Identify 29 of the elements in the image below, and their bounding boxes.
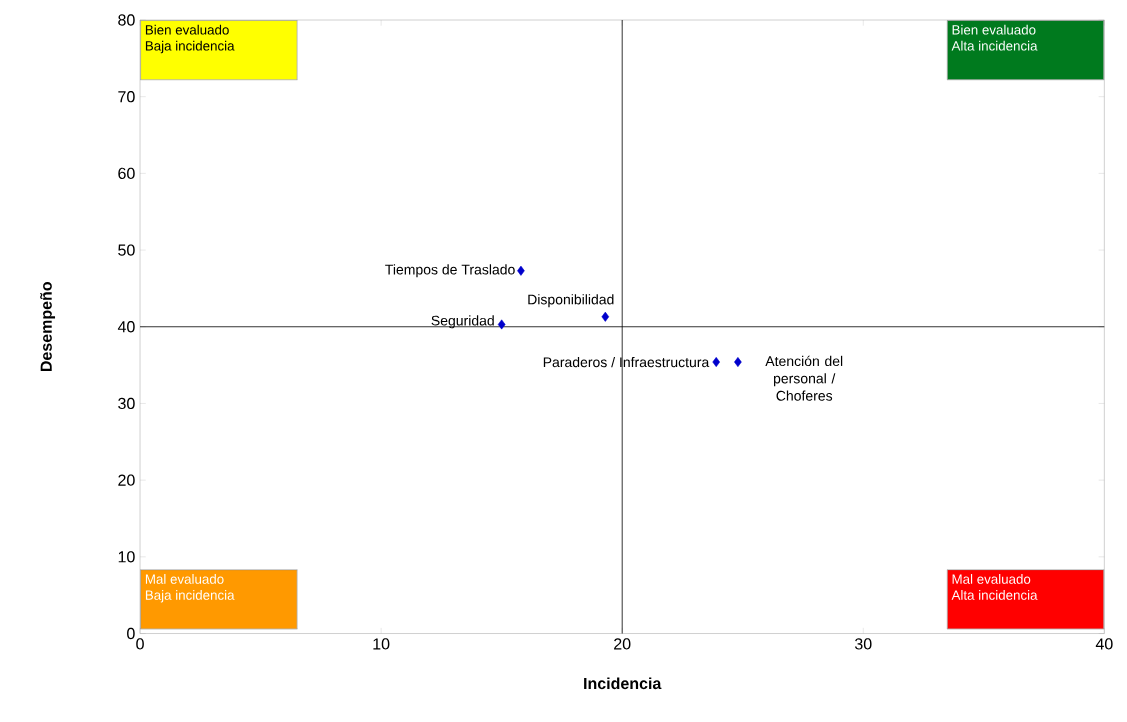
y-tick-label: 70 — [118, 91, 135, 103]
x-axis-title: Incidencia — [584, 677, 662, 690]
point — [517, 266, 525, 276]
annotation: Mal evaluado Baja incidencia — [145, 574, 235, 603]
x-tick-label: 30 — [854, 638, 872, 650]
annotation: Atención del personal / Choferes — [765, 355, 843, 401]
y-tick-label: 80 — [118, 14, 135, 26]
annotation: Disponibilidad — [528, 294, 614, 308]
y-tick-label: 40 — [117, 321, 135, 333]
point — [601, 312, 610, 322]
x-tick-label: 20 — [614, 638, 631, 650]
y-axis-title: Desempeño — [40, 282, 56, 372]
annotation: Bien evaluado Baja incidencia — [145, 25, 235, 54]
y-tick-label: 30 — [118, 398, 135, 410]
annotation: Bien evaluado Alta incidencia — [951, 25, 1038, 51]
x-tick-label: 40 — [1095, 638, 1113, 650]
y-tick-label: 10 — [118, 551, 135, 563]
annotation: Seguridad — [431, 315, 494, 329]
y-tick-label: 60 — [118, 167, 135, 180]
y-tick-label: 0 — [127, 628, 135, 640]
point — [712, 357, 720, 368]
annotation: Tiempos de Traslado — [385, 264, 515, 278]
point — [497, 319, 506, 330]
x-tick-label: 10 — [373, 638, 390, 650]
y-tick-label: 20 — [118, 474, 135, 487]
annotation: Paraderos / Infraestructura — [543, 357, 710, 368]
point — [734, 357, 742, 368]
x-tick-label: 0 — [136, 638, 144, 650]
y-tick-label: 50 — [118, 244, 135, 256]
